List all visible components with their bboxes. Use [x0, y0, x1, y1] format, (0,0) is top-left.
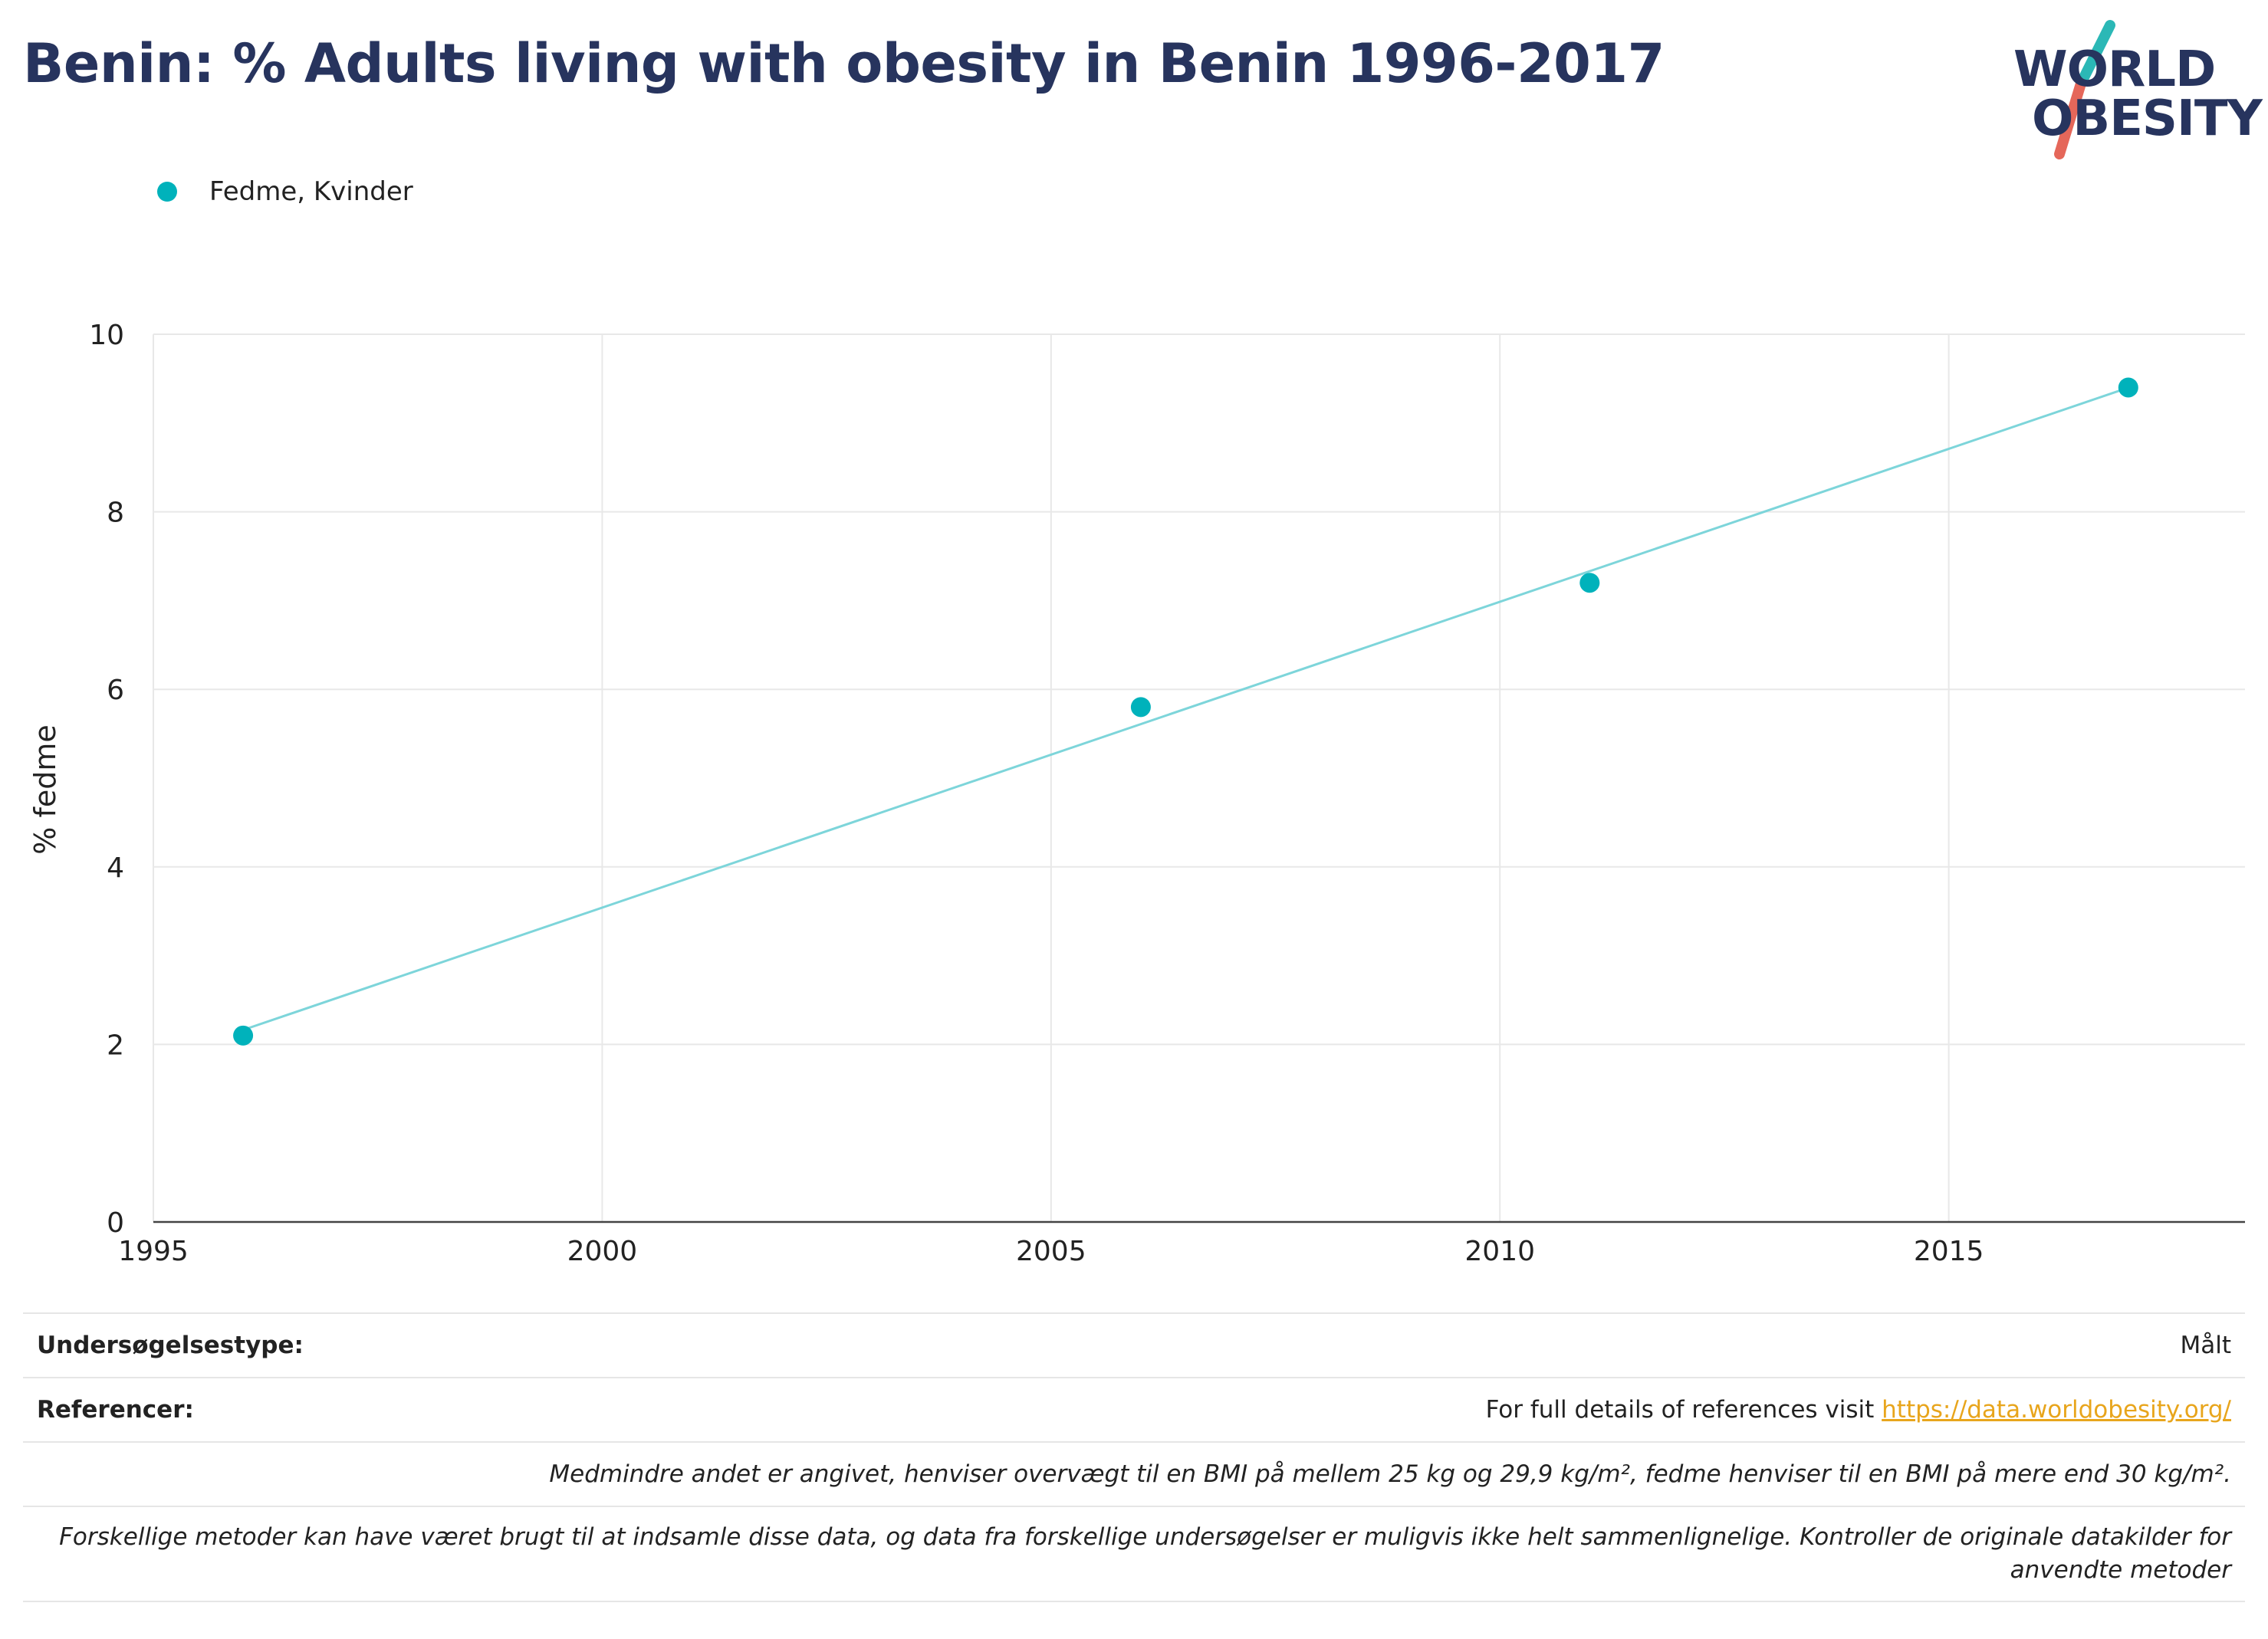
methods-note-row: Forskellige metoder kan have været brugt… — [23, 1506, 2245, 1602]
x-tick-label: 1995 — [118, 1236, 189, 1267]
logo-slash-icon — [2054, 20, 2115, 159]
survey-type-value: Målt — [2180, 1332, 2231, 1359]
legend-marker — [157, 182, 177, 202]
x-tick-label: 2000 — [567, 1236, 638, 1267]
data-point — [2118, 377, 2138, 398]
tick-labels: 0 2 4 6 8 10 1995 2000 2005 2010 2015 — [89, 320, 1984, 1267]
references-text: For full details of references visit — [1485, 1396, 1882, 1424]
y-tick-label: 4 — [107, 852, 124, 884]
y-tick-label: 0 — [107, 1207, 124, 1239]
y-tick-label: 2 — [107, 1030, 124, 1061]
references-value: For full details of references visit htt… — [1486, 1396, 2231, 1424]
page-title: Benin: % Adults living with obesity in B… — [23, 32, 1665, 95]
world-obesity-logo: WORLD OBESITY — [2001, 19, 2263, 161]
references-row: Referencer: For full details of referenc… — [23, 1377, 2245, 1441]
trend-line — [242, 386, 2129, 1031]
legend[interactable]: Fedme, Kvinder — [157, 173, 413, 210]
methods-note: Forskellige metoder kan have været brugt… — [59, 1522, 2231, 1584]
data-point — [1130, 697, 1151, 718]
survey-type-label: Undersøgelsestype: — [37, 1332, 304, 1359]
survey-type-row: Undersøgelsestype: Målt — [23, 1312, 2245, 1377]
chart: 0 2 4 6 8 10 1995 2000 2005 2010 2015 % fedme — [28, 320, 2245, 1267]
grid-lines — [153, 333, 2245, 1222]
y-tick-label: 10 — [89, 320, 124, 351]
data-marks — [233, 377, 2138, 1046]
data-point — [233, 1025, 254, 1046]
data-point — [1579, 573, 1600, 593]
legend-label: Fedme, Kvinder — [209, 176, 413, 207]
references-label: Referencer: — [37, 1396, 194, 1424]
logo-line-1: WORLD — [2013, 41, 2216, 98]
x-tick-label: 2005 — [1016, 1236, 1086, 1267]
logo-line-2: OBESITY — [2032, 90, 2263, 147]
definition-note-row: Medmindre andet er angivet, henviser ove… — [23, 1441, 2245, 1506]
x-tick-label: 2010 — [1464, 1236, 1535, 1267]
y-tick-label: 6 — [107, 675, 124, 706]
y-axis-label: % fedme — [28, 724, 62, 854]
references-link[interactable]: https://data.worldobesity.org/ — [1882, 1396, 2231, 1424]
x-tick-label: 2015 — [1914, 1236, 1984, 1267]
chart-footer: Undersøgelsestype: Målt Referencer: For … — [23, 1312, 2245, 1602]
y-tick-label: 8 — [107, 498, 124, 529]
definition-note: Medmindre andet er angivet, henviser ove… — [549, 1460, 2231, 1488]
